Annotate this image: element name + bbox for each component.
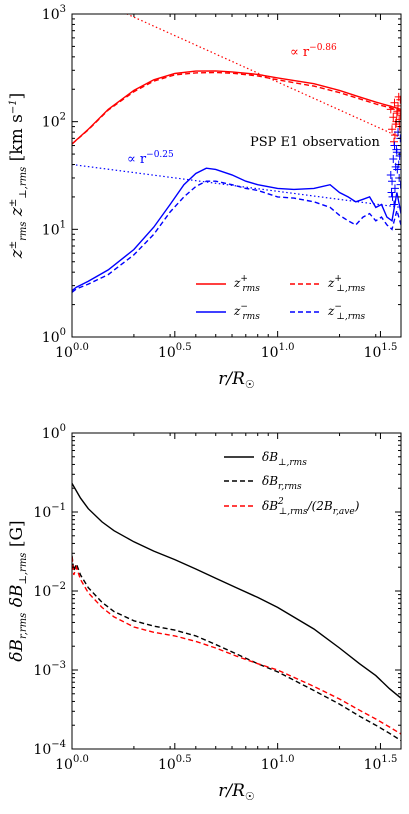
observation-point (390, 184, 399, 193)
top-panel-annotations: ∝ r−0.86 ∝ r−0.25 PSP E1 observation (127, 43, 380, 167)
series-dB2_perp_over_Br (72, 556, 401, 735)
y-tick-label: 100 (42, 423, 66, 442)
observation-point (386, 105, 395, 114)
x-tick-label: 100.0 (55, 342, 89, 361)
observation-point (393, 107, 401, 116)
legend-label: z+ ⊥,rms (327, 274, 366, 294)
x-tick-label: 101.0 (261, 342, 295, 361)
series-dB_r (72, 555, 401, 742)
y-tick-label: 10−3 (33, 660, 66, 679)
x-tick-label: 100.5 (158, 342, 192, 361)
legend-label: δB⊥,rms (262, 450, 307, 468)
top-panel-zrms: 100.0 100.5 101.0 101.5 100 101 102 103 ∝ r−0.8… (7, 4, 402, 391)
bottom-panel-ticks: 100.0 100.5 101.0 101.5 10−4 10−3 10−2 10−1 100 (33, 423, 401, 773)
top-panel-legend: z+ rms z− rms z+ ⊥,rms z− ⊥,rms (196, 274, 366, 322)
y-tick-label: 102 (42, 112, 66, 131)
x-axis-label: r/R☉ (218, 369, 255, 391)
observation-point (390, 141, 399, 150)
top-panel-frame (71, 13, 402, 338)
y-tick-label: 101 (42, 219, 66, 238)
x-tick-label: 100.5 (158, 754, 192, 773)
y-tick-label: 100 (42, 327, 66, 346)
observation-point (387, 188, 396, 197)
top-panel-observations (386, 92, 401, 209)
observation-point (392, 145, 401, 154)
observation-point (389, 155, 398, 164)
x-axis-label: r/R☉ (218, 781, 255, 803)
y-tick-label: 10−1 (33, 502, 66, 521)
y-axis-label: δBr,rms δB⊥,rms [G] (7, 520, 29, 661)
x-tick-label: 100.0 (55, 754, 89, 773)
observation-point (386, 170, 395, 179)
series-zp_rms (72, 70, 401, 145)
y-tick-label: 103 (42, 4, 66, 23)
observation-point (390, 98, 399, 107)
y-axis-label: z±rms z±⊥,rms [km s−1] (7, 93, 29, 260)
y-tick-label: 10−2 (33, 581, 66, 600)
observation-point (393, 165, 401, 174)
series-zm_rms (72, 167, 401, 292)
x-tick-label: 101.0 (261, 754, 295, 773)
legend-label: z+ rms (233, 274, 260, 294)
bottom-panel-axis-labels: r/R☉ δBr,rms δB⊥,rms [G] (7, 520, 255, 803)
x-tick-label: 101.5 (364, 754, 398, 773)
bottom-panel-dB: 100.0 100.5 101.0 101.510−410−310−210−1100 … (7, 423, 402, 803)
observation-point (388, 177, 397, 186)
observation-annotation: PSP E1 observation (250, 135, 380, 150)
series-zp_perp_rms (72, 71, 401, 145)
fit-annotation: ∝ r−0.25 (127, 150, 174, 167)
x-tick-label: 101.5 (364, 342, 398, 361)
series-fit_minus (72, 163, 401, 208)
series-zm_perp_rms (72, 180, 401, 293)
legend-label: δBr,rms (262, 474, 302, 492)
observation-point (390, 200, 399, 209)
top-panel-axis-labels: r/R☉ z±rms z±⊥,rms [km s−1] (7, 93, 255, 391)
observation-point (395, 151, 401, 160)
legend-label: z− ⊥,rms (327, 302, 366, 322)
bottom-panel-series (72, 483, 401, 742)
top-panel-series (72, 14, 401, 293)
observation-point (388, 125, 397, 134)
bottom-panel-legend: δB⊥,rms δBr,rms δB2 ⊥,rms/(2Br,ave) (224, 450, 360, 517)
observation-point (389, 113, 398, 122)
series-dB_perp (72, 483, 401, 699)
top-panel-ticks: 100.0 100.5 101.0 101.5 100 101 102 103 (42, 4, 401, 361)
legend-label: z− rms (233, 302, 260, 322)
series-fit_plus (125, 14, 401, 139)
observation-point (388, 192, 397, 201)
observation-point (394, 92, 401, 101)
y-tick-label: 10−4 (33, 739, 66, 758)
legend-label: δB2 ⊥,rms/(2Br,ave) (262, 497, 360, 517)
fit-annotation: ∝ r−0.86 (290, 43, 337, 60)
